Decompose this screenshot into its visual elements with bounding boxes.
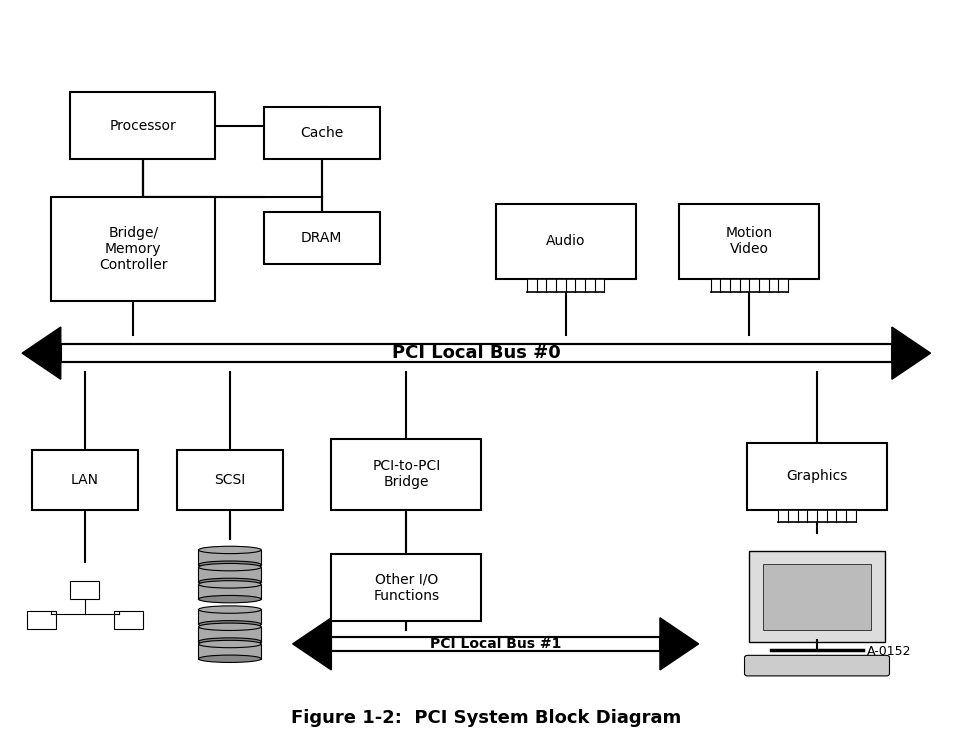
- Bar: [331, 637, 660, 650]
- Bar: [114, 611, 143, 629]
- FancyBboxPatch shape: [32, 450, 138, 510]
- FancyBboxPatch shape: [70, 92, 216, 159]
- Bar: [763, 564, 871, 629]
- Bar: [779, 510, 855, 522]
- Ellipse shape: [198, 620, 261, 628]
- Ellipse shape: [198, 546, 261, 553]
- Bar: [198, 610, 261, 624]
- FancyBboxPatch shape: [745, 656, 889, 676]
- Bar: [198, 584, 261, 599]
- Text: DRAM: DRAM: [301, 231, 342, 245]
- Text: Audio: Audio: [546, 234, 585, 249]
- Bar: [198, 550, 261, 565]
- Text: PCI-to-PCI
Bridge: PCI-to-PCI Bridge: [372, 459, 440, 490]
- FancyBboxPatch shape: [496, 204, 636, 279]
- Ellipse shape: [198, 578, 261, 586]
- Text: Graphics: Graphics: [786, 469, 848, 483]
- Text: Bridge/
Memory
Controller: Bridge/ Memory Controller: [99, 225, 167, 272]
- Text: Motion
Video: Motion Video: [726, 226, 773, 256]
- Bar: [61, 344, 892, 363]
- FancyBboxPatch shape: [263, 107, 380, 159]
- Text: SCSI: SCSI: [214, 473, 246, 487]
- Ellipse shape: [198, 563, 261, 571]
- FancyBboxPatch shape: [331, 439, 481, 510]
- Ellipse shape: [198, 581, 261, 588]
- Ellipse shape: [198, 596, 261, 603]
- Text: Other I/O
Functions: Other I/O Functions: [373, 573, 439, 603]
- FancyBboxPatch shape: [679, 204, 819, 279]
- FancyBboxPatch shape: [52, 197, 216, 301]
- Polygon shape: [892, 327, 930, 379]
- Text: Figure 1-2:  PCI System Block Diagram: Figure 1-2: PCI System Block Diagram: [291, 710, 681, 728]
- Bar: [711, 279, 788, 292]
- Polygon shape: [293, 618, 331, 670]
- Ellipse shape: [198, 638, 261, 645]
- Bar: [527, 279, 605, 292]
- Ellipse shape: [198, 606, 261, 614]
- Bar: [198, 567, 261, 582]
- Bar: [198, 627, 261, 641]
- Text: Cache: Cache: [300, 126, 343, 140]
- FancyBboxPatch shape: [263, 212, 380, 264]
- FancyBboxPatch shape: [746, 442, 887, 510]
- Bar: [70, 581, 99, 599]
- Ellipse shape: [198, 641, 261, 647]
- Ellipse shape: [198, 561, 261, 569]
- Bar: [198, 644, 261, 659]
- Text: LAN: LAN: [71, 473, 99, 487]
- Polygon shape: [22, 327, 61, 379]
- FancyBboxPatch shape: [749, 551, 885, 641]
- FancyBboxPatch shape: [177, 450, 283, 510]
- FancyBboxPatch shape: [331, 554, 481, 622]
- Text: PCI Local Bus #0: PCI Local Bus #0: [392, 344, 561, 362]
- Bar: [27, 611, 56, 629]
- Polygon shape: [660, 618, 699, 670]
- Ellipse shape: [198, 623, 261, 631]
- Ellipse shape: [198, 655, 261, 662]
- Text: A-0152: A-0152: [867, 645, 911, 658]
- Text: PCI Local Bus #1: PCI Local Bus #1: [430, 637, 562, 651]
- Text: Processor: Processor: [110, 119, 176, 133]
